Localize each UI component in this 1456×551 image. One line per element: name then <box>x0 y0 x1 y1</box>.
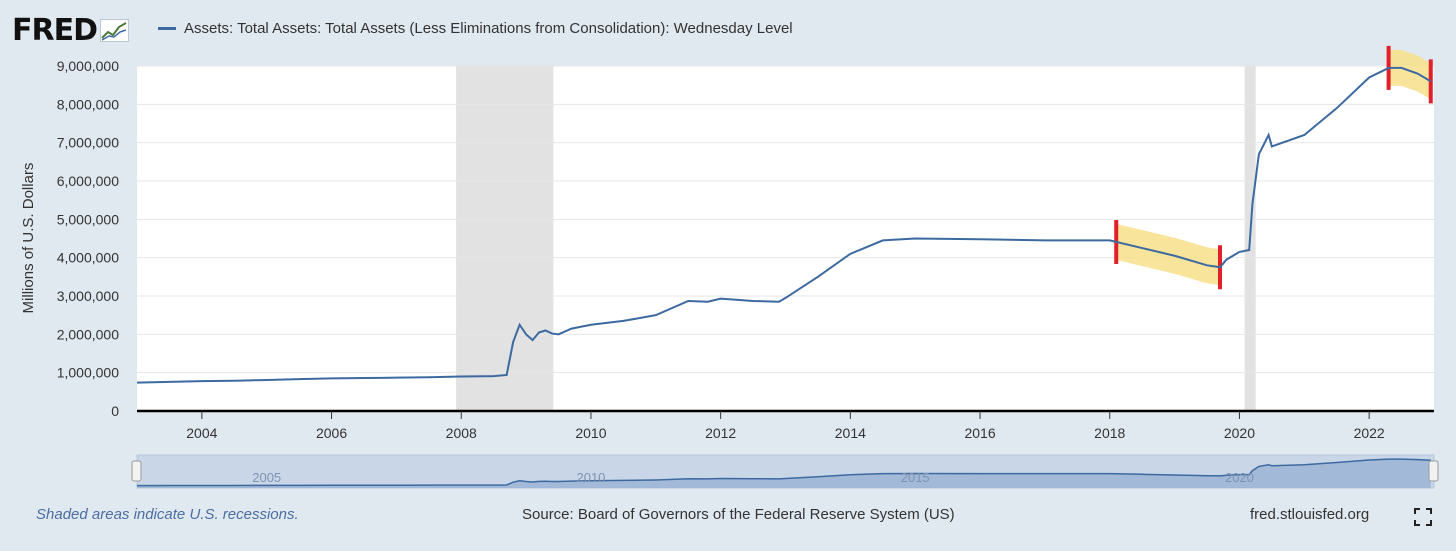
y-tick-label: 8,000,000 <box>57 96 119 112</box>
y-tick-label: 1,000,000 <box>57 365 119 381</box>
x-tick-label: 2014 <box>835 425 866 441</box>
y-axis: 0 1,000,000 2,000,000 3,000,000 4,000,000 5,0… <box>57 58 120 419</box>
gridlines <box>137 65 1434 374</box>
x-tick-label: 2006 <box>316 425 347 441</box>
navigator-label: 2010 <box>576 470 605 485</box>
fullscreen-icon[interactable] <box>1414 508 1432 526</box>
logo-chart-icon <box>100 19 129 42</box>
plot-area <box>137 66 1434 411</box>
fred-logo[interactable]: FRED <box>12 13 98 48</box>
navigator-label: 2020 <box>1225 470 1254 485</box>
y-tick-label: 0 <box>111 403 119 419</box>
highlight-band <box>1388 49 1431 100</box>
y-tick-label: 5,000,000 <box>57 211 119 227</box>
x-tick-label: 2010 <box>575 425 606 441</box>
navigator-label: 2015 <box>901 470 930 485</box>
navigator-label: 2005 <box>252 470 281 485</box>
navigator-line <box>136 458 1431 487</box>
x-tick-label: 2004 <box>186 425 217 441</box>
y-tick-label: 6,000,000 <box>57 173 119 189</box>
y-tick-label: 7,000,000 <box>57 135 119 151</box>
site-link[interactable]: fred.stlouisfed.org <box>1250 506 1370 523</box>
legend-swatch <box>158 27 176 30</box>
y-tick-label: 2,000,000 <box>57 326 119 342</box>
x-tick-label: 2016 <box>964 425 995 441</box>
x-tick-label: 2018 <box>1094 425 1125 441</box>
navigator-handle-left[interactable] <box>131 460 142 482</box>
y-tick-label: 9,000,000 <box>57 58 119 74</box>
x-tick-label: 2022 <box>1354 425 1385 441</box>
legend-label: Assets: Total Assets: Total Assets (Less… <box>184 20 793 37</box>
recession-band <box>456 66 554 411</box>
navigator-area <box>137 459 1431 488</box>
x-tick-label: 2008 <box>446 425 477 441</box>
source-note: Source: Board of Governors of the Federa… <box>522 506 955 523</box>
y-tick-label: 3,000,000 <box>57 288 119 304</box>
x-tick-label: 2012 <box>705 425 736 441</box>
navigator: 2005 2010 2015 2020 <box>136 458 1431 488</box>
navigator-handle-right[interactable] <box>1428 460 1439 482</box>
x-tick-label: 2020 <box>1224 425 1255 441</box>
recessions-note: Shaded areas indicate U.S. recessions. <box>36 506 299 523</box>
series-group <box>136 66 1432 384</box>
x-axis: 2004 2006 2008 2010 2012 2014 2016 2018 2020 2022 <box>137 409 1434 441</box>
series-line-total-assets <box>136 66 1432 384</box>
legend[interactable]: Assets: Total Assets: Total Assets (Less… <box>158 20 793 37</box>
header: FRED <box>12 14 130 48</box>
y-tick-label: 4,000,000 <box>57 250 119 266</box>
y-axis-label: Millions of U.S. Dollars <box>20 163 37 314</box>
